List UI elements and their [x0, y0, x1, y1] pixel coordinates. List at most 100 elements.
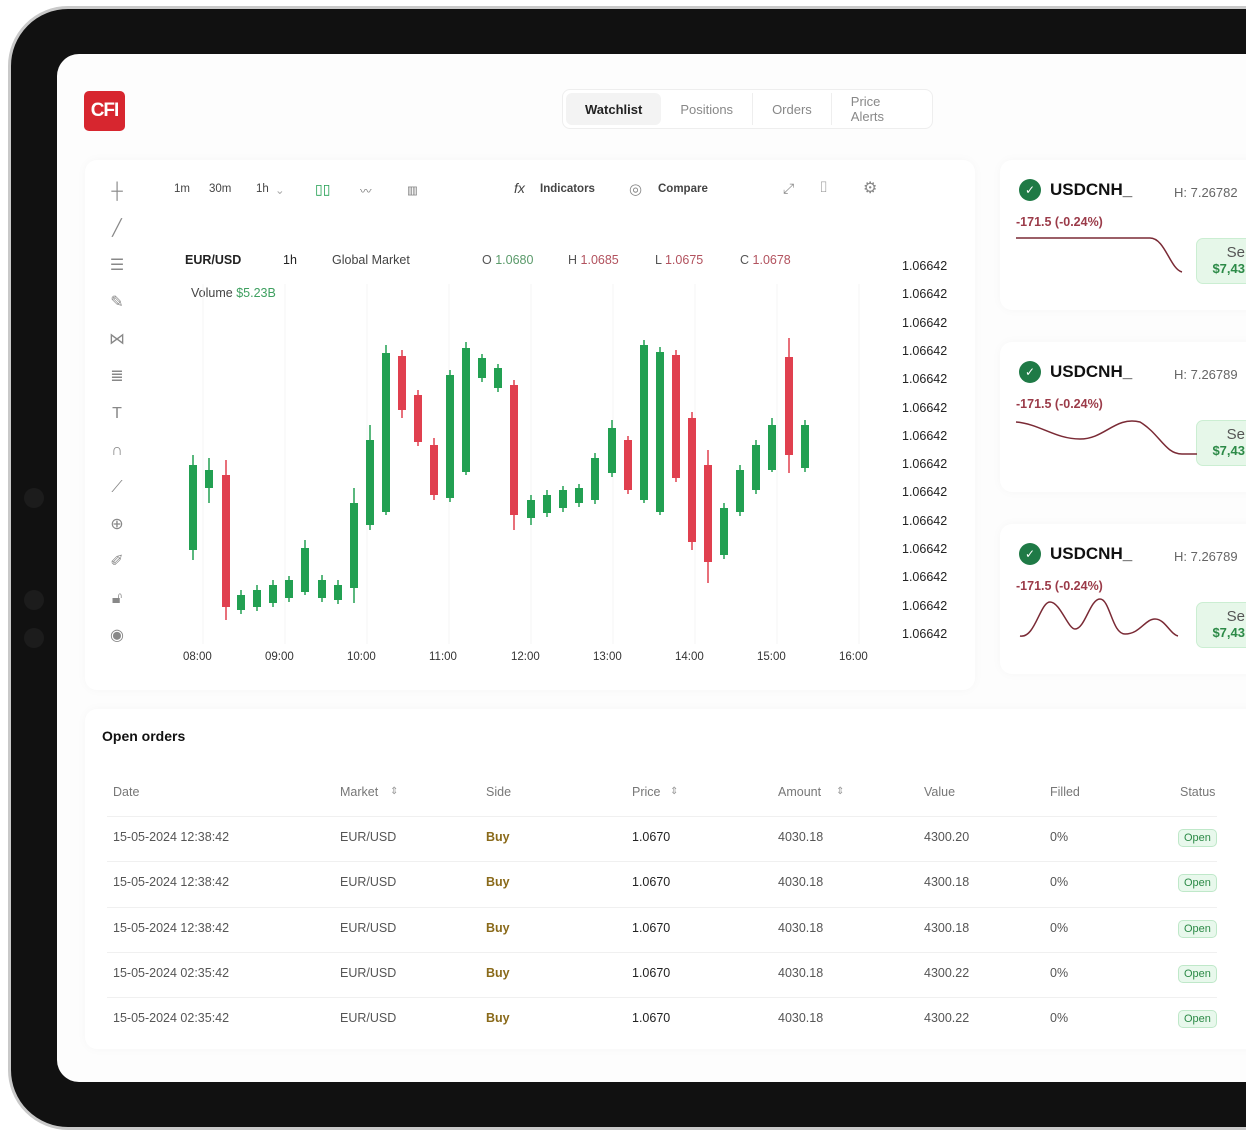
candle — [656, 347, 664, 515]
indicators-button[interactable]: Indicators — [540, 183, 595, 195]
price-label: 1.06642 — [902, 485, 948, 500]
order-cell: 4030.18 — [778, 965, 824, 980]
column-header-market[interactable]: Market — [340, 785, 379, 799]
candle — [350, 488, 358, 603]
gear-icon[interactable]: ⚙ — [863, 180, 878, 197]
candle-body — [527, 500, 535, 518]
order-cell: 4030.18 — [778, 830, 824, 844]
price-label: 1.06642 — [902, 626, 948, 641]
candle — [205, 458, 213, 503]
draw-lock-icon[interactable]: ✐ — [110, 553, 124, 570]
eye-icon[interactable]: ◉ — [110, 627, 124, 644]
order-cell: 0% — [1050, 875, 1069, 890]
watchlist-card[interactable]: ✓ USDCNH_ H: 7.26789 -171.5 (-0.24%) Se $7,43 — [1000, 524, 1246, 674]
column-header-status: Status — [1180, 785, 1216, 799]
fib-icon[interactable]: ≣ — [110, 368, 124, 385]
compare-button[interactable]: Compare — [658, 183, 708, 195]
candle-body — [768, 425, 776, 470]
candle-body — [494, 368, 502, 388]
order-cell: Buy — [486, 920, 510, 935]
interval-30m[interactable]: 30m — [209, 183, 232, 195]
candle — [462, 342, 470, 475]
brush-icon[interactable]: ✎ — [110, 294, 124, 311]
order-cell: EUR/USD — [340, 965, 397, 980]
status-badge: Open — [1178, 919, 1217, 938]
tab-positions[interactable]: Positions — [661, 93, 754, 125]
candle-body — [591, 458, 599, 500]
chart-symbol: EUR/USD — [185, 253, 242, 267]
sell-button[interactable]: Se $7,43 — [1196, 420, 1246, 466]
candlestick-icon[interactable]: ▯▯ — [315, 181, 331, 197]
tab-orders[interactable]: Orders — [753, 93, 832, 125]
candle — [736, 465, 744, 516]
horizontal-lines-icon[interactable]: ☰ — [109, 257, 125, 274]
row-divider — [107, 951, 1217, 953]
candle-body — [801, 425, 809, 468]
tab-price-alerts[interactable]: Price Alerts — [850, 94, 885, 124]
sell-button[interactable]: Se $7,43 — [1196, 602, 1246, 648]
order-cell: EUR/USD — [340, 830, 397, 844]
candle — [543, 490, 551, 517]
interval-1h[interactable]: 1h — [256, 183, 269, 195]
watchlist-card[interactable]: ✓ USDCNH_ H: 7.26789 -171.5 (-0.24%) Se $7,43 — [1000, 342, 1246, 492]
sort-icon[interactable]: ⇕ — [836, 786, 845, 797]
candle-body — [510, 385, 518, 515]
row-divider — [107, 861, 1217, 863]
function-icon: fx — [514, 180, 525, 196]
lock-icon[interactable]: 🔓︎ — [111, 590, 123, 607]
bar-chart-icon[interactable]: ▥ — [407, 185, 418, 197]
sparkline — [1019, 598, 1179, 637]
magnet-icon[interactable]: ∩ — [111, 442, 123, 459]
interval-1m[interactable]: 1m — [174, 183, 190, 195]
pattern-icon[interactable]: ⋈ — [109, 331, 125, 348]
candle — [688, 412, 696, 550]
sort-icon[interactable]: ⇕ — [390, 786, 399, 797]
candlestick-plot[interactable] — [57, 54, 957, 694]
candle — [382, 345, 390, 515]
crosshair-icon[interactable]: ┼ — [111, 183, 123, 200]
tab-watchlist[interactable]: Watchlist — [566, 93, 662, 125]
device-button — [24, 488, 44, 508]
candle — [624, 436, 632, 494]
trendline-icon[interactable]: ╱ — [112, 220, 122, 237]
fullscreen-icon[interactable]: ⤢ — [783, 180, 795, 196]
order-cell: Buy — [486, 965, 510, 980]
candle-body — [608, 428, 616, 473]
candle-body — [382, 353, 390, 512]
order-cell: 0% — [1050, 830, 1069, 844]
line-chart-icon[interactable]: 〰 — [360, 186, 372, 198]
chevron-down-icon[interactable]: ⌄ — [275, 185, 285, 197]
order-cell: 1.0670 — [632, 1011, 671, 1026]
status-badge: Open — [1178, 874, 1217, 893]
candle-body — [205, 470, 213, 488]
sort-icon[interactable]: ⇕ — [670, 786, 679, 797]
watch-change: -171.5 (-0.24%) — [1016, 397, 1103, 411]
candle-body — [785, 357, 793, 455]
order-cell: 4030.18 — [778, 875, 824, 890]
candle-body — [752, 445, 760, 490]
zoom-in-icon[interactable]: ⊕ — [110, 516, 124, 533]
candle — [478, 354, 486, 382]
chart-interval: 1h — [283, 253, 297, 267]
price-label: 1.06642 — [902, 513, 948, 528]
watch-high: H: 7.26782 — [1174, 185, 1238, 200]
candle — [575, 484, 583, 507]
candle-body — [301, 548, 309, 592]
order-cell: 4300.20 — [924, 830, 970, 844]
order-cell: EUR/USD — [340, 1011, 397, 1026]
column-header-price[interactable]: Price — [632, 785, 661, 799]
watch-high: H: 7.26789 — [1174, 367, 1238, 382]
sell-button[interactable]: Se $7,43 — [1196, 238, 1246, 284]
watchlist-card[interactable]: ✓ USDCNH_ H: 7.26782 -171.5 (-0.24%) Se $7,43 — [1000, 160, 1246, 310]
candle-body — [720, 508, 728, 555]
column-header-date: Date — [113, 785, 140, 799]
order-cell: 4300.22 — [924, 1011, 970, 1026]
ruler-icon[interactable]: ⟋ — [111, 479, 123, 496]
price-label: 1.06642 — [902, 259, 948, 273]
watch-change: -171.5 (-0.24%) — [1016, 579, 1103, 593]
text-icon[interactable]: T — [112, 405, 122, 422]
camera-icon[interactable]: ⌷ — [819, 179, 829, 196]
candle — [189, 455, 197, 560]
column-header-amount[interactable]: Amount — [778, 785, 822, 799]
order-cell: Buy — [486, 830, 510, 844]
